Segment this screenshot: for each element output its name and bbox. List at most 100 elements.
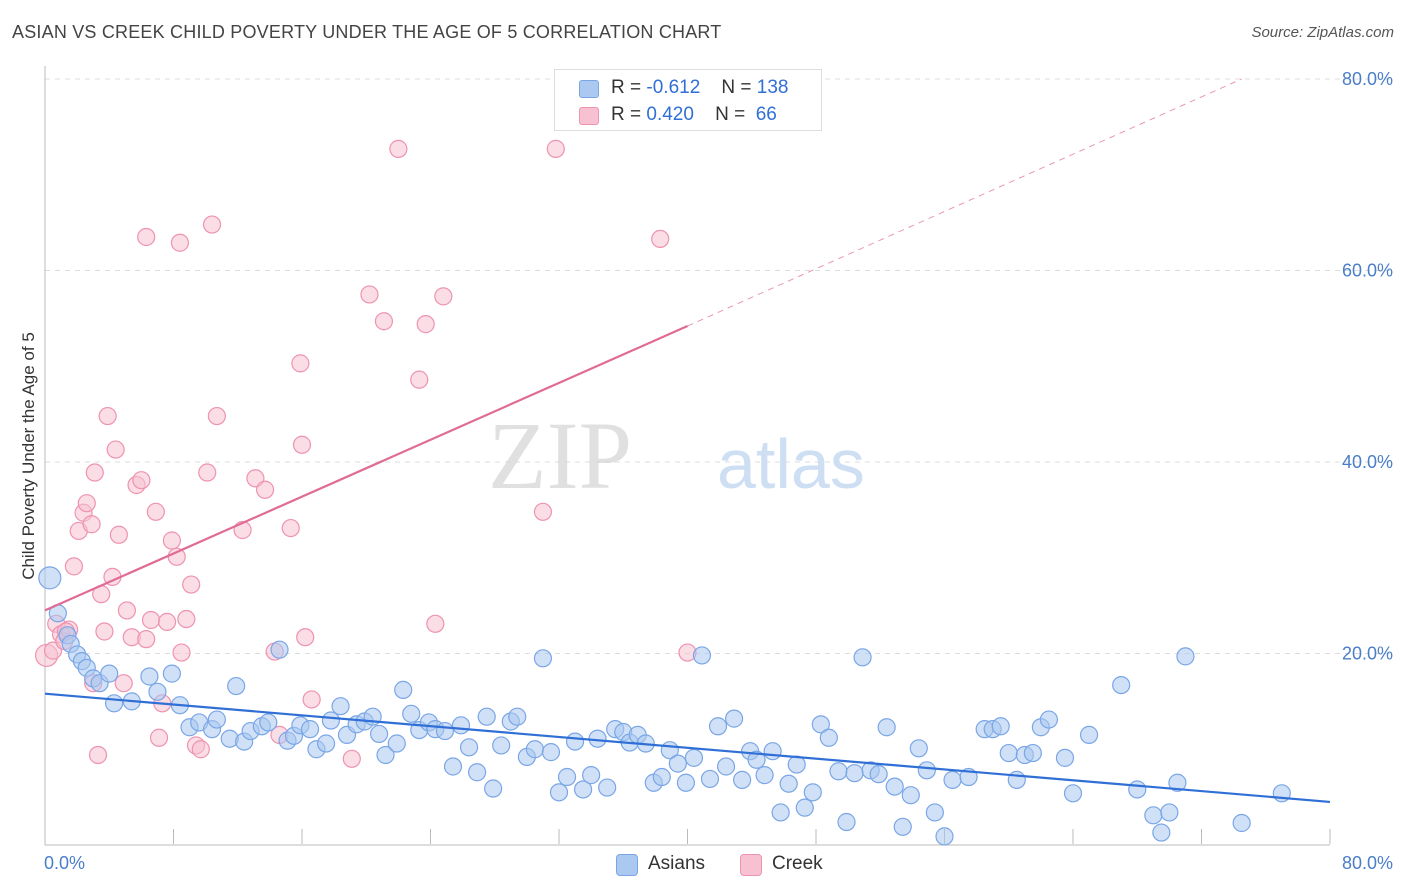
asians-point xyxy=(999,743,1018,763)
asians-point xyxy=(1055,748,1075,767)
asians-point xyxy=(1063,784,1083,803)
asians-point xyxy=(779,774,798,793)
asians-point xyxy=(376,745,395,765)
bottom-legend-label-creek: Creek xyxy=(772,853,823,874)
creek-point xyxy=(546,139,565,158)
asians-point xyxy=(573,780,593,799)
legend-swatch-creek xyxy=(579,107,599,125)
y-tick-label: 20.0% xyxy=(1342,644,1393,664)
asians-point xyxy=(533,649,553,668)
asians-point xyxy=(755,766,774,785)
asians-point xyxy=(140,667,159,686)
creek-point xyxy=(191,740,210,759)
creek-point xyxy=(137,630,156,649)
source-label: Source: ZipAtlas.com xyxy=(1251,24,1394,41)
legend: R = -0.612 N = 138 R = 0.420 N = 66 xyxy=(554,69,822,131)
asians-point xyxy=(1023,743,1042,763)
legend-n-label: N = xyxy=(715,104,746,125)
x-tick-label-max: 80.0% xyxy=(1342,853,1393,873)
creek-point xyxy=(137,227,156,247)
asians-point xyxy=(1128,780,1147,799)
asians-point xyxy=(387,734,406,753)
asians-point xyxy=(811,715,830,734)
creek-point xyxy=(198,463,217,482)
asians-point xyxy=(148,682,167,701)
creek-point xyxy=(255,480,275,499)
legend-n-value: 138 xyxy=(756,77,789,98)
creek-point xyxy=(162,531,181,550)
asians-trend-line xyxy=(44,692,1331,804)
asians-point xyxy=(684,748,704,767)
asians-point xyxy=(893,817,912,836)
asians-point xyxy=(331,697,350,716)
creek-point xyxy=(202,215,222,234)
asians-point xyxy=(451,716,471,735)
asians-point xyxy=(935,827,954,846)
asians-point xyxy=(321,711,341,730)
asians-point xyxy=(700,769,720,789)
watermark: ZIP atlas xyxy=(488,402,865,509)
creek-point xyxy=(374,312,394,331)
asians-point xyxy=(787,755,806,774)
asians-point xyxy=(394,680,413,699)
asians-point xyxy=(819,728,838,747)
asians-point xyxy=(435,721,455,741)
asians-point xyxy=(1168,773,1187,792)
asians-point xyxy=(492,736,511,755)
y-tick-label: 40.0% xyxy=(1342,452,1393,472)
legend-r-label: R = xyxy=(611,77,642,98)
asians-point xyxy=(525,740,545,759)
asians-point xyxy=(1079,725,1099,744)
asians-point xyxy=(370,724,389,744)
asians-point xyxy=(270,640,289,659)
asians-point xyxy=(837,812,856,832)
x-tick-label-min: 0.0% xyxy=(44,853,85,873)
asians-point xyxy=(771,803,790,822)
creek-point xyxy=(64,557,84,576)
creek-point xyxy=(651,229,670,249)
asians-point xyxy=(943,770,962,789)
asians-point xyxy=(557,767,577,787)
creek-trend-extension xyxy=(687,78,1242,327)
asians-point xyxy=(716,757,736,776)
asians-point xyxy=(708,717,728,736)
legend-swatch-asians xyxy=(579,80,599,98)
asians-point xyxy=(227,676,246,696)
asians-point xyxy=(853,648,872,667)
creek-point xyxy=(426,614,445,633)
asians-point xyxy=(549,783,569,802)
grid-lines xyxy=(45,78,1392,654)
asians-point xyxy=(829,762,848,781)
asians-point xyxy=(763,742,782,761)
creek-point xyxy=(342,749,361,768)
asians-point xyxy=(803,783,822,802)
creek-point xyxy=(177,609,196,629)
creek-points xyxy=(35,139,697,768)
creek-point xyxy=(132,471,151,490)
y-tick-label: 60.0% xyxy=(1342,261,1393,281)
asians-point xyxy=(38,566,62,590)
creek-point xyxy=(77,494,96,513)
asians-point xyxy=(1039,710,1059,729)
asians-point xyxy=(1160,803,1179,822)
asians-point xyxy=(100,664,119,683)
creek-point xyxy=(106,440,125,459)
creek-point xyxy=(141,610,161,630)
asians-point xyxy=(877,718,896,737)
creek-point xyxy=(149,728,169,747)
legend-r-value: 0.420 xyxy=(646,104,694,125)
asians-point xyxy=(598,778,617,797)
asians-point xyxy=(402,704,421,723)
legend-n-value: 66 xyxy=(755,104,777,125)
creek-point xyxy=(167,547,186,566)
asians-point xyxy=(845,764,864,783)
creek-point xyxy=(85,463,104,482)
creek-point xyxy=(360,285,379,304)
creek-point xyxy=(302,690,321,709)
watermark-atlas: atlas xyxy=(717,425,865,503)
asians-point xyxy=(692,646,712,665)
asians-point xyxy=(259,713,278,732)
asians-point xyxy=(925,803,944,822)
legend-r-value: -0.612 xyxy=(646,77,701,98)
creek-trend-line xyxy=(44,325,688,612)
